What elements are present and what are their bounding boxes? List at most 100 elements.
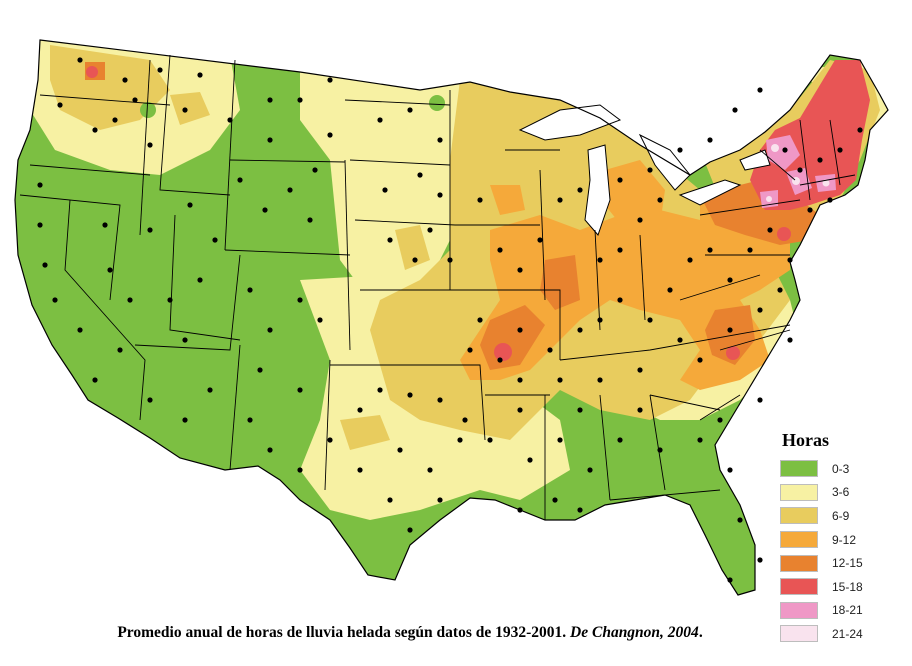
station-dot (357, 467, 363, 473)
station-dot (517, 267, 523, 273)
station-dot (267, 447, 273, 453)
station-dot (727, 467, 733, 473)
station-dot (247, 287, 253, 293)
legend-swatch (780, 483, 818, 501)
station-dot (817, 157, 823, 163)
station-dot (777, 287, 783, 293)
station-dot (467, 347, 473, 353)
station-dot (77, 327, 83, 333)
station-dot (577, 327, 583, 333)
station-dot (557, 377, 563, 383)
station-dot (687, 257, 693, 263)
station-dot (262, 207, 268, 213)
station-dot (297, 387, 303, 393)
station-dot (387, 237, 393, 243)
station-dot (327, 437, 333, 443)
station-dot (37, 222, 43, 228)
station-dot (517, 507, 523, 513)
legend-swatch (780, 460, 818, 478)
station-dot (57, 102, 63, 108)
station-dot (257, 367, 263, 373)
station-dot (312, 167, 318, 173)
legend-swatch (780, 601, 818, 619)
station-dot (407, 107, 413, 113)
station-dot (577, 507, 583, 513)
caption: Promedio anual de horas de lluvia helada… (0, 624, 820, 642)
station-dot (407, 392, 413, 398)
station-dot (437, 497, 443, 503)
station-dot (837, 147, 843, 153)
station-dot (577, 187, 583, 193)
legend-item: 15-18 (780, 575, 900, 599)
legend: Horas 0-3 3-6 6-9 9-12 12-15 15-18 18-21 21-24 (780, 430, 900, 646)
station-dot (52, 297, 58, 303)
station-dot (437, 397, 443, 403)
station-dot (857, 127, 863, 133)
station-dot (132, 97, 138, 103)
legend-item: 0-3 (780, 457, 900, 481)
legend-label: 6-9 (832, 508, 850, 523)
freezing-rain-map (14, 39, 889, 596)
station-dot (787, 337, 793, 343)
station-dot (297, 97, 303, 103)
legend-item: 21-24 (780, 622, 900, 646)
station-dot (497, 247, 503, 253)
legend-item: 6-9 (780, 504, 900, 528)
station-dot (407, 527, 413, 533)
station-dot (382, 187, 388, 193)
contour-zones (15, 40, 888, 595)
station-dot (387, 497, 393, 503)
station-dot (707, 137, 713, 143)
legend-swatch (780, 578, 818, 596)
legend-label: 12-15 (832, 556, 863, 571)
station-dot (797, 167, 803, 173)
station-dot (617, 437, 623, 443)
legend-label: 18-21 (832, 603, 863, 618)
station-dot (182, 107, 188, 113)
caption-source: De Changnon, 2004 (570, 624, 699, 641)
station-dot (637, 217, 643, 223)
legend-swatch (780, 507, 818, 525)
station-dot (637, 407, 643, 413)
station-dot (717, 417, 723, 423)
weather-stations (37, 57, 863, 583)
station-dot (617, 247, 623, 253)
station-dot (237, 177, 243, 183)
station-dot (727, 577, 733, 583)
station-dot (647, 167, 653, 173)
station-dot (42, 262, 48, 268)
station-dot (757, 307, 763, 313)
station-dot (597, 317, 603, 323)
legend-label: 0-3 (832, 461, 850, 476)
station-dot (197, 72, 203, 78)
station-dot (77, 57, 83, 63)
legend-items: 0-3 3-6 6-9 9-12 12-15 15-18 18-21 21-24 (780, 457, 900, 646)
station-dot (397, 447, 403, 453)
station-dot (182, 417, 188, 423)
station-dot (122, 77, 128, 83)
station-dot (647, 317, 653, 323)
legend-label: 9-12 (832, 532, 857, 547)
station-dot (732, 107, 738, 113)
station-dot (117, 347, 123, 353)
station-dot (557, 437, 563, 443)
station-dot (427, 227, 433, 233)
station-dot (757, 557, 763, 563)
legend-item: 12-15 (780, 551, 900, 575)
station-dot (427, 467, 433, 473)
legend-item: 18-21 (780, 599, 900, 623)
station-dot (707, 247, 713, 253)
station-dot (412, 257, 418, 263)
station-dot (517, 327, 523, 333)
caption-end: . (698, 624, 703, 641)
station-dot (267, 327, 273, 333)
station-dot (697, 437, 703, 443)
legend-label: 3-6 (832, 485, 850, 500)
station-dot (827, 197, 833, 203)
station-dot (537, 237, 543, 243)
station-dot (782, 147, 788, 153)
station-dot (677, 147, 683, 153)
station-dot (377, 117, 383, 123)
station-dot (807, 207, 813, 213)
station-dot (107, 267, 113, 273)
